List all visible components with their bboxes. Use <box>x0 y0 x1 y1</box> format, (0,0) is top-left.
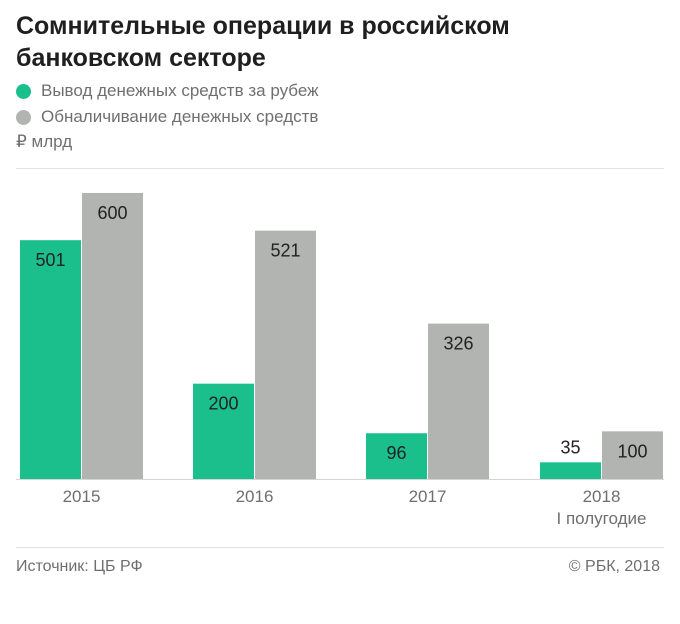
bar-outflow-2018 <box>540 462 601 479</box>
x-tick-label-2015: 2015 <box>63 487 101 506</box>
source-text: Источник: ЦБ РФ <box>16 558 143 575</box>
value-label-outflow-2016: 200 <box>208 394 238 414</box>
unit-label: ₽ млрд <box>16 132 73 151</box>
legend-item-cashout: Обналичивание денежных средств <box>16 104 318 130</box>
value-label-outflow-2017: 96 <box>386 443 406 463</box>
legend-label-outflow: Вывод денежных средств за рубеж <box>41 81 319 100</box>
bar-cashout-2015 <box>82 193 143 479</box>
bar-outflow-2015 <box>20 240 81 479</box>
bar-cashout-2017 <box>428 323 489 479</box>
value-label-cashout-2016: 521 <box>270 241 300 261</box>
chart-title: Сомнительные операции в российском банко… <box>16 12 510 72</box>
legend: Вывод денежных средств за рубеж Обналичи… <box>16 78 318 130</box>
legend-label-cashout: Обналичивание денежных средств <box>41 107 319 126</box>
value-label-cashout-2015: 600 <box>97 203 127 223</box>
legend-swatch-cashout <box>16 109 31 125</box>
copyright-text: © РБК, 2018 <box>568 558 660 575</box>
bar-cashout-2016 <box>255 230 316 479</box>
x-tick-label-2018: 2018 <box>583 487 621 506</box>
legend-swatch-outflow <box>16 83 31 99</box>
value-label-cashout-2017: 326 <box>443 334 473 354</box>
value-label-outflow-2015: 501 <box>35 250 65 270</box>
bar-outflow-2016 <box>193 383 254 479</box>
x-tick-sublabel-2018: I полугодие <box>557 509 647 528</box>
bar-outflow-2017 <box>366 433 427 479</box>
x-tick-label-2017: 2017 <box>409 487 447 506</box>
x-tick-label-2016: 2016 <box>236 487 274 506</box>
value-label-cashout-2018: 100 <box>617 441 647 461</box>
value-label-outflow-2018: 35 <box>560 437 580 457</box>
divider-bottom <box>16 547 664 548</box>
legend-item-outflow: Вывод денежных средств за рубеж <box>16 78 318 104</box>
bar-cashout-2018 <box>602 431 663 479</box>
divider-top <box>16 168 664 169</box>
